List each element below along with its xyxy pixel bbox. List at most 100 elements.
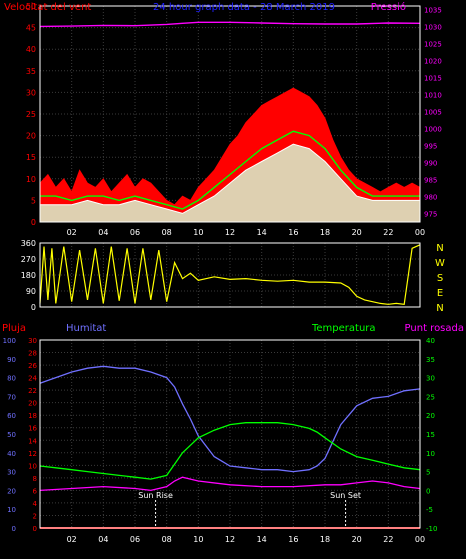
panel1-right-tick: 1035	[424, 6, 442, 14]
panel1-right-tick: 990	[424, 159, 437, 167]
panel3-x-tick: 12	[225, 535, 235, 544]
panel1-x-tick: 04	[98, 228, 108, 237]
sunrise-label: Sun Rise	[138, 491, 173, 500]
rain-axis-tick: 22	[28, 387, 37, 395]
panel1-right-tick: 1000	[424, 125, 442, 133]
sunset-label: Sun Set	[330, 491, 361, 500]
wind-speed-label: Velocitat del vent	[4, 2, 91, 13]
panel1-left-tick: 5	[31, 196, 36, 205]
panel3-x-tick: 08	[162, 535, 172, 544]
rain-axis-tick: 20	[28, 400, 37, 408]
wind-direction-line	[39, 244, 421, 305]
panel1-left-tick: 40	[26, 45, 36, 54]
panel3-x-tick: 16	[288, 535, 298, 544]
panel1-right-tick: 1015	[424, 74, 442, 82]
temperature-axis-tick: 0	[426, 487, 430, 495]
rain-axis-tick: 28	[28, 350, 37, 358]
panel3-x-tick: 04	[98, 535, 108, 544]
panel2-left-tick: 360	[21, 239, 36, 248]
temperature-axis-tick: 40	[426, 337, 435, 345]
humidity-axis-tick: 50	[7, 431, 16, 439]
humidity-axis-tick: 0	[12, 525, 16, 533]
humidity-label: Humitat	[66, 323, 106, 334]
temperature-axis-tick: 15	[426, 431, 435, 439]
panel3-x-tick: 20	[352, 535, 362, 544]
humidity-axis-tick: 20	[7, 487, 16, 495]
panel1-x-tick: 08	[162, 228, 172, 237]
panel1-x-tick: 22	[383, 228, 393, 237]
panel1-right-tick: 1020	[424, 57, 442, 65]
temperature-axis-tick: 35	[426, 356, 435, 364]
compass-label: E	[437, 288, 443, 299]
panel3-x-tick: 06	[130, 535, 140, 544]
rain-axis-tick: 18	[28, 412, 37, 420]
rain-axis-tick: 14	[28, 437, 37, 445]
rain-axis-tick: 4	[33, 500, 38, 508]
panel1-right-tick: 1010	[424, 91, 442, 99]
rain-axis-tick: 10	[28, 462, 37, 470]
panel3-x-tick: 02	[67, 535, 77, 544]
compass-label: S	[437, 273, 443, 284]
humidity-axis-tick: 10	[7, 506, 16, 514]
panel1-x-tick: 10	[193, 228, 203, 237]
temperature-label: Temperatura	[311, 323, 376, 334]
panel1-x-tick: 16	[288, 228, 298, 237]
temperature-axis-tick: 25	[426, 393, 435, 401]
temperature-axis-tick: 10	[426, 450, 435, 458]
panel1-x-tick: 00	[415, 228, 425, 237]
temperature-axis-tick: -10	[426, 525, 437, 533]
temperature-axis-tick: 30	[426, 375, 435, 383]
humidity-axis-tick: 90	[7, 356, 16, 364]
rain-label: Pluja	[2, 323, 26, 334]
panel1-left-tick: 45	[26, 24, 36, 33]
panel1-left-tick: 0	[31, 218, 36, 227]
rain-axis-tick: 6	[33, 487, 38, 495]
rain-axis-tick: 26	[28, 362, 37, 370]
temperature-line	[39, 422, 421, 480]
humidity-axis-tick: 30	[7, 469, 16, 477]
panel3-x-tick: 18	[320, 535, 330, 544]
panel2-left-tick: 90	[26, 287, 36, 296]
compass-label: N	[436, 243, 443, 254]
panel1-left-tick: 30	[26, 88, 36, 97]
rain-axis-tick: 0	[33, 525, 37, 533]
temperature-axis-tick: 20	[426, 412, 435, 420]
panel1-x-tick: 20	[352, 228, 362, 237]
humidity-axis-tick: 100	[3, 337, 16, 345]
panel3-x-tick: 14	[257, 535, 267, 544]
panel1-left-tick: 50	[26, 2, 36, 11]
panel2-frame	[39, 242, 421, 308]
temperature-axis-tick: 5	[426, 469, 430, 477]
panel1-x-tick: 14	[257, 228, 267, 237]
panel3-frame	[39, 339, 421, 529]
rain-axis-tick: 12	[28, 450, 37, 458]
average-wind-line	[40, 130, 420, 210]
humidity-axis-tick: 70	[7, 393, 16, 401]
panel1-x-tick: 18	[320, 228, 330, 237]
chart-title: 24 hour graph data - 28 March 2019	[153, 2, 335, 13]
panel3-x-tick: 10	[193, 535, 203, 544]
panel1-right-tick: 995	[424, 142, 437, 150]
panel1-right-tick: 985	[424, 176, 437, 184]
panel1-left-tick: 25	[26, 110, 36, 119]
panel1-right-tick: 1025	[424, 40, 442, 48]
panel3-x-tick: 22	[383, 535, 393, 544]
rain-axis-tick: 2	[33, 512, 37, 520]
panel1-right-tick: 975	[424, 210, 437, 218]
rain-axis-tick: 24	[28, 375, 37, 383]
wind-line	[40, 143, 420, 214]
dew-point-line	[39, 476, 421, 492]
pressure-line	[39, 21, 421, 28]
rain-axis-tick: 8	[33, 475, 37, 483]
rain-axis-tick: 16	[28, 425, 37, 433]
humidity-axis-tick: 80	[7, 375, 16, 383]
panel2-left-tick: 180	[21, 271, 36, 280]
panel3-x-tick: 00	[415, 535, 425, 544]
compass-label: N	[436, 303, 443, 314]
panel1-right-tick: 1005	[424, 108, 442, 116]
pressure-label: Pressió	[371, 1, 406, 13]
rain-axis-tick: 30	[28, 337, 37, 345]
